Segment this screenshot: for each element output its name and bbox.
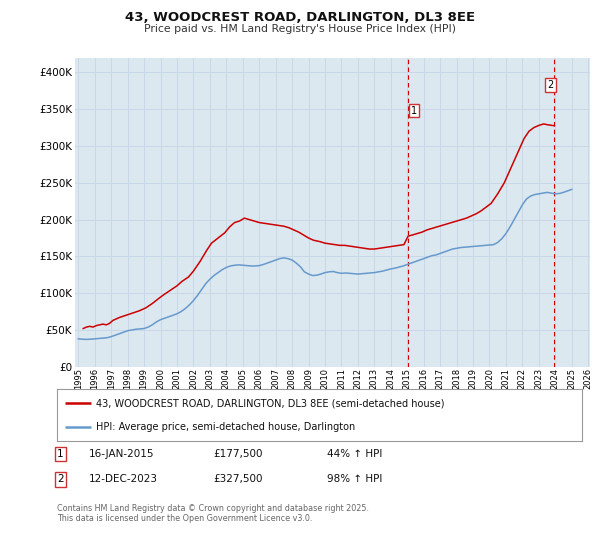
- Text: Price paid vs. HM Land Registry's House Price Index (HPI): Price paid vs. HM Land Registry's House …: [144, 24, 456, 34]
- Text: Contains HM Land Registry data © Crown copyright and database right 2025.
This d: Contains HM Land Registry data © Crown c…: [57, 504, 369, 524]
- Text: 16-JAN-2015: 16-JAN-2015: [89, 449, 154, 459]
- Text: £327,500: £327,500: [213, 474, 263, 484]
- Text: 43, WOODCREST ROAD, DARLINGTON, DL3 8EE (semi-detached house): 43, WOODCREST ROAD, DARLINGTON, DL3 8EE …: [97, 398, 445, 408]
- Text: 12-DEC-2023: 12-DEC-2023: [89, 474, 158, 484]
- Text: 98% ↑ HPI: 98% ↑ HPI: [327, 474, 382, 484]
- Text: 44% ↑ HPI: 44% ↑ HPI: [327, 449, 382, 459]
- Text: 2: 2: [547, 80, 554, 90]
- Text: £177,500: £177,500: [213, 449, 263, 459]
- Text: 43, WOODCREST ROAD, DARLINGTON, DL3 8EE: 43, WOODCREST ROAD, DARLINGTON, DL3 8EE: [125, 11, 475, 24]
- Text: 1: 1: [57, 449, 64, 459]
- Text: 1: 1: [410, 105, 416, 115]
- Text: 2: 2: [57, 474, 64, 484]
- Text: HPI: Average price, semi-detached house, Darlington: HPI: Average price, semi-detached house,…: [97, 422, 356, 432]
